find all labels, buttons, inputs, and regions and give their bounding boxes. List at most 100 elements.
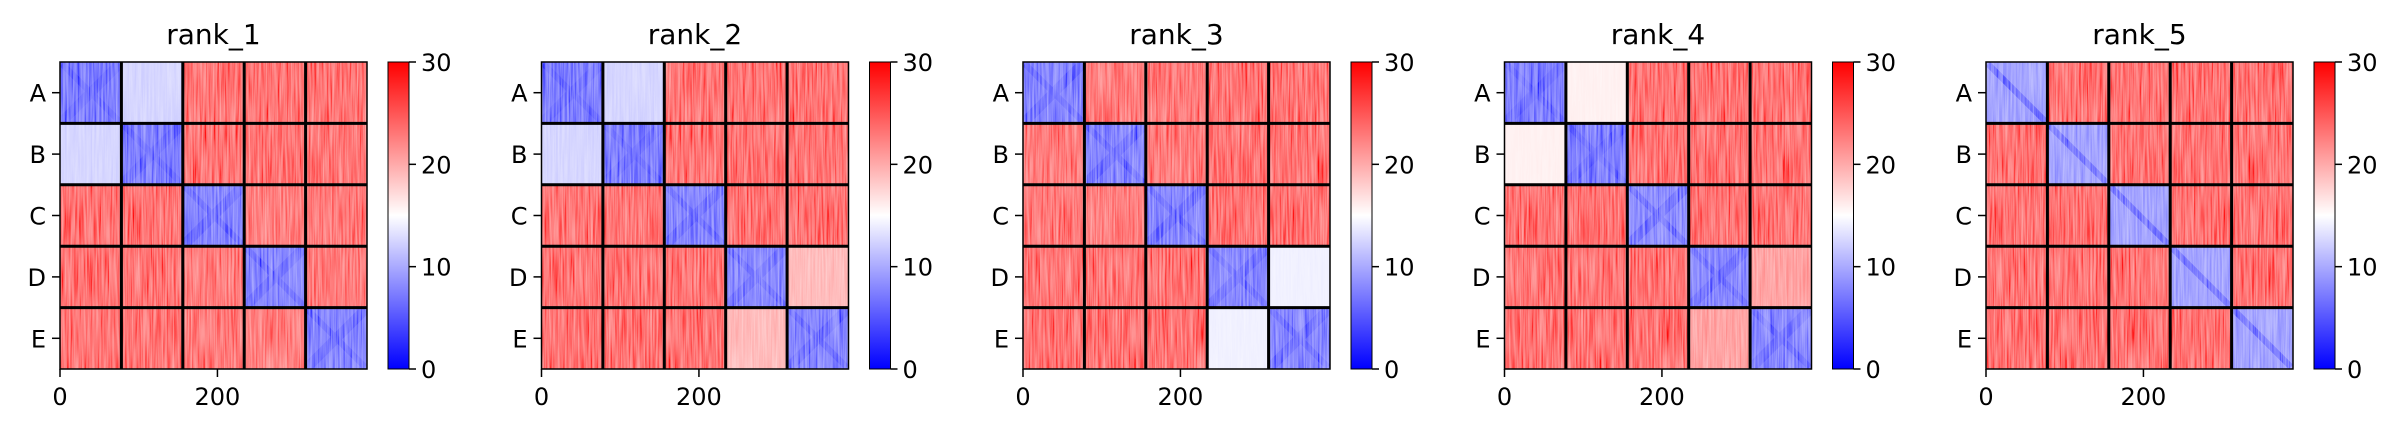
x-tick-label: 0: [1015, 383, 1030, 411]
heatmap-cell-B-C: [182, 123, 245, 185]
heatmap-cell-E-A: [1504, 307, 1566, 369]
heatmap-cell-E-C: [664, 307, 726, 369]
colorbar-tick-label: 10: [2347, 254, 2378, 282]
y-tick-label: A: [30, 80, 47, 108]
heatmap-cell-E-A: [60, 307, 122, 369]
heatmap-cell-C-E: [2231, 184, 2293, 247]
heatmap-cell-E-B: [121, 307, 183, 369]
anti-diagonal-band: [58, 60, 123, 125]
colorbar-tick-label: 30: [2347, 49, 2378, 77]
heatmap-cell-E-C: [1627, 307, 1689, 369]
colorbar-tick-label: 0: [2347, 356, 2362, 384]
heatmap-panel-4: rank_4 A B C D E 0 200 0 10 20 30: [1472, 18, 1896, 411]
colorbar-tick-label: 0: [1384, 356, 1399, 384]
y-tick-label: E: [1957, 325, 1972, 353]
panel-title: rank_1: [166, 18, 260, 51]
x-tick-label: 200: [195, 383, 241, 411]
anti-diagonal-band: [1267, 306, 1332, 371]
heatmap-cell-A-C: [182, 62, 245, 124]
colorbar: [2313, 61, 2336, 370]
y-tick-label: B: [30, 141, 46, 169]
heatmap-cell-D-A: [1023, 246, 1085, 308]
heatmap-cell-C-B: [1565, 184, 1628, 247]
heatmap-cell-B-A: [541, 123, 603, 185]
heatmap-cell-B-D: [244, 123, 306, 185]
heatmap-cell-D-B: [1084, 246, 1146, 308]
heatmap-cell-D-E: [1268, 246, 1330, 308]
colorbar-tick-label: 20: [1866, 151, 1897, 179]
heatmap-cell-B-C: [2108, 123, 2171, 185]
y-tick-label: B: [511, 141, 527, 169]
heatmap-cell-B-E: [1750, 123, 1812, 185]
y-tick-label: C: [1955, 203, 1972, 231]
y-tick-label: C: [511, 203, 528, 231]
heatmap-cell-B-E: [787, 123, 849, 185]
anti-diagonal-band: [119, 121, 185, 187]
heatmap-cell-C-E: [1750, 184, 1812, 247]
heatmap-cell-C-D: [2170, 184, 2232, 247]
heatmap-cell-E-B: [1084, 307, 1146, 369]
heatmap-cells: [1985, 61, 2294, 370]
colorbar-tick-label: 0: [903, 356, 918, 384]
y-tick-label: A: [511, 80, 528, 108]
x-tick-label: 0: [1497, 383, 1512, 411]
heatmap-cell-B-C: [1145, 123, 1208, 185]
heatmap-cell-D-C: [1627, 246, 1689, 308]
heatmap-cell-A-D: [2170, 62, 2232, 124]
colorbar-tick-label: 30: [1384, 49, 1415, 77]
colorbar-tick-label: 10: [1866, 254, 1897, 282]
heatmap-cell-D-E: [787, 246, 849, 308]
heatmap-cell-D-B: [2047, 246, 2109, 308]
heatmap-cell-D-C: [182, 246, 245, 308]
heatmap-cell-A-D: [1688, 62, 1751, 124]
heatmap-cell-D-E: [2231, 246, 2293, 308]
anti-diagonal-band: [1687, 244, 1752, 310]
heatmap-cell-A-C: [1627, 62, 1689, 124]
heatmap-cell-C-A: [1986, 184, 2048, 247]
heatmap-cell-C-A: [1504, 184, 1566, 247]
heatmap-cell-E-D: [1688, 307, 1751, 369]
heatmap-cell-D-B: [121, 246, 183, 308]
colorbar-tick-label: 20: [903, 151, 934, 179]
anti-diagonal-band: [1082, 121, 1148, 187]
heatmap-cell-E-A: [541, 307, 603, 369]
y-tick-label: D: [28, 264, 46, 292]
heatmap-cell-B-D: [2170, 123, 2232, 185]
y-tick-label: E: [1475, 325, 1490, 353]
heatmap-cell-D-A: [60, 246, 122, 308]
heatmap-cell-A-E: [1750, 62, 1812, 124]
anti-diagonal-band: [304, 306, 369, 371]
colorbar-tick-label: 0: [421, 356, 436, 384]
heatmap-cell-C-E: [305, 184, 367, 247]
y-tick-label: D: [1954, 264, 1972, 292]
heatmap-cell-E-D: [1207, 307, 1269, 369]
heatmap-cell-B-E: [2231, 123, 2293, 185]
heatmap-cells: [1021, 60, 1332, 371]
colorbar: [1350, 61, 1373, 370]
chain-boundaries: [541, 62, 849, 369]
y-tick-label: D: [991, 264, 1009, 292]
anti-diagonal-band: [1564, 121, 1629, 187]
heatmap-cell-A-E: [1268, 62, 1330, 124]
y-tick-label: D: [509, 264, 527, 292]
anti-diagonal-band: [724, 244, 789, 310]
colorbar-tick-label: 20: [2347, 151, 2378, 179]
colorbar: [387, 61, 410, 370]
colorbar: [1832, 61, 1854, 370]
heatmap-cell-A-C: [664, 62, 726, 124]
heatmap-cell-C-D: [244, 184, 306, 247]
anti-diagonal-band: [1502, 60, 1568, 125]
heatmap-cell-A-C: [2108, 62, 2171, 124]
heatmap-cell-C-A: [1023, 184, 1085, 247]
heatmap-cell-A-C: [1145, 62, 1208, 124]
y-tick-label: C: [1474, 203, 1491, 231]
heatmap-cell-D-B: [602, 246, 665, 308]
heatmap-cell-C-A: [60, 184, 122, 247]
colorbar-tick-label: 10: [903, 254, 934, 282]
heatmap-cell-D-E: [1750, 246, 1812, 308]
anti-diagonal-band: [242, 244, 308, 310]
heatmap-cell-D-C: [664, 246, 726, 308]
heatmap-cell-C-B: [1084, 184, 1146, 247]
panel-title: rank_3: [1129, 18, 1223, 51]
anti-diagonal-band: [1625, 183, 1691, 248]
